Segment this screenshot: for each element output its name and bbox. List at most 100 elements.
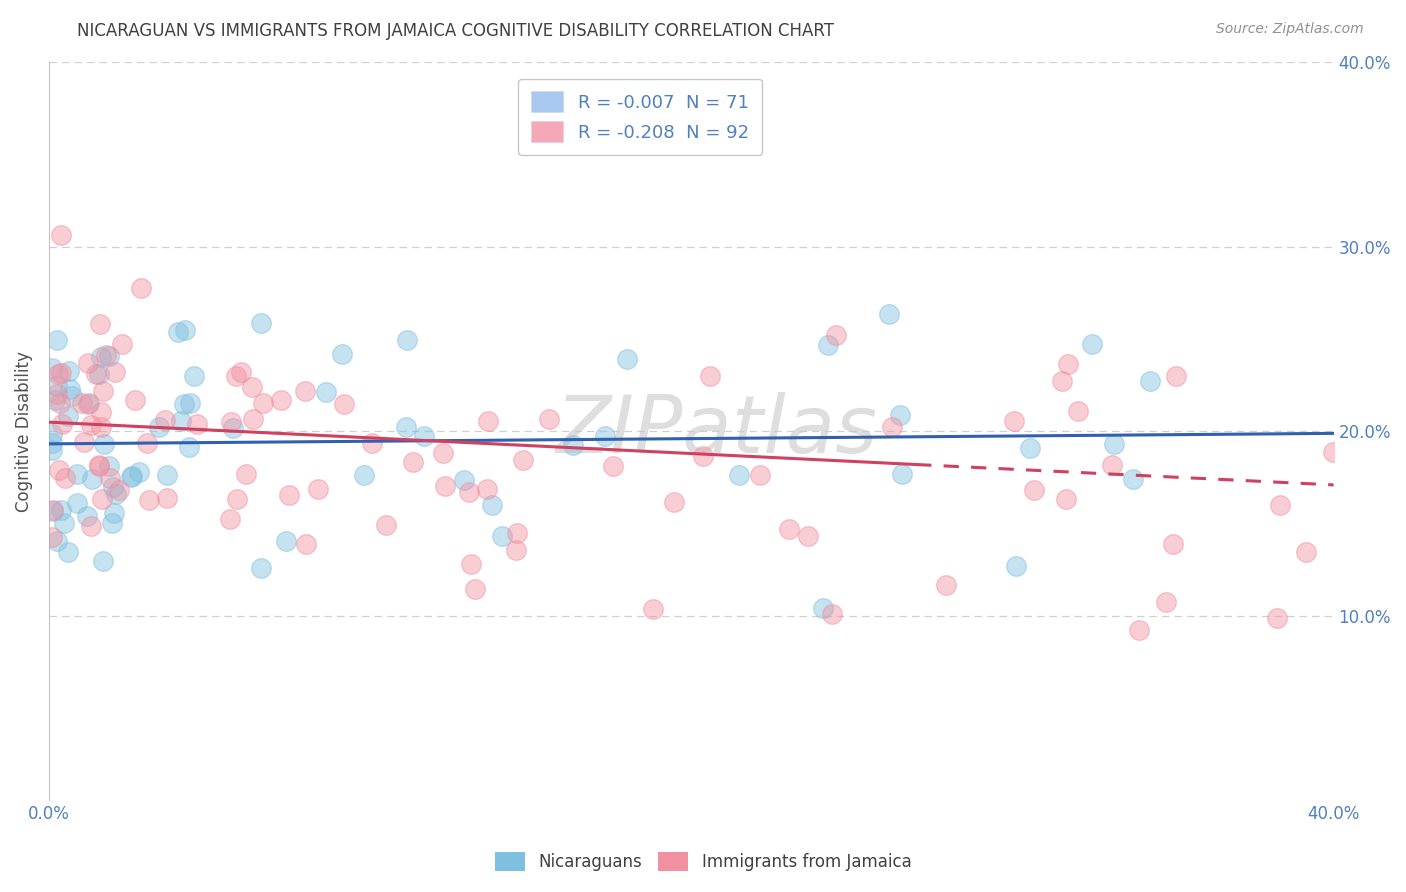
Point <box>396 333 419 347</box>
Point <box>179 396 201 410</box>
Point <box>1322 445 1344 459</box>
Text: ZIPatlas: ZIPatlas <box>555 392 879 470</box>
Point <box>778 522 800 536</box>
Point <box>353 467 375 482</box>
Point <box>1295 545 1317 559</box>
Point <box>375 517 398 532</box>
Point <box>413 429 436 443</box>
Point <box>333 397 356 411</box>
Point <box>98 471 121 485</box>
Point <box>104 486 127 500</box>
Point <box>46 367 69 381</box>
Point <box>136 435 159 450</box>
Point <box>51 366 73 380</box>
Point <box>97 458 120 473</box>
Point <box>434 479 457 493</box>
Point <box>66 496 89 510</box>
Point <box>80 519 103 533</box>
Point <box>97 350 120 364</box>
Point <box>294 384 316 398</box>
Point <box>402 455 425 469</box>
Point <box>811 600 834 615</box>
Point <box>1101 458 1123 472</box>
Point <box>1057 357 1080 371</box>
Point <box>93 437 115 451</box>
Point <box>80 417 103 432</box>
Point <box>880 420 903 434</box>
Point <box>218 512 240 526</box>
Point <box>173 397 195 411</box>
Point <box>295 537 318 551</box>
Point <box>103 506 125 520</box>
Point <box>48 463 70 477</box>
Point <box>41 361 63 376</box>
Point <box>505 526 527 541</box>
Point <box>90 350 112 364</box>
Point <box>46 378 69 392</box>
Point <box>1128 623 1150 637</box>
Point <box>72 396 94 410</box>
Point <box>1002 414 1025 428</box>
Point <box>77 397 100 411</box>
Point <box>1054 491 1077 506</box>
Point <box>890 467 912 482</box>
Point <box>100 516 122 530</box>
Point <box>225 368 247 383</box>
Point <box>41 530 63 544</box>
Point <box>889 409 911 423</box>
Point <box>42 503 65 517</box>
Point <box>53 470 76 484</box>
Point <box>226 492 249 507</box>
Point <box>56 545 79 559</box>
Point <box>315 385 337 400</box>
Point <box>641 601 664 615</box>
Point <box>49 228 72 243</box>
Point <box>90 492 112 507</box>
Point <box>222 421 245 435</box>
Point <box>45 333 67 347</box>
Point <box>59 382 82 396</box>
Point <box>235 467 257 481</box>
Legend: Nicaraguans, Immigrants from Jamaica: Nicaraguans, Immigrants from Jamaica <box>486 843 920 880</box>
Point <box>186 417 208 432</box>
Point <box>167 325 190 339</box>
Point <box>562 438 585 452</box>
Point <box>250 316 273 330</box>
Point <box>87 458 110 473</box>
Point <box>124 392 146 407</box>
Point <box>692 450 714 464</box>
Point <box>90 405 112 419</box>
Point <box>252 396 274 410</box>
Point <box>79 396 101 410</box>
Point <box>120 470 142 484</box>
Point <box>219 415 242 429</box>
Point <box>797 529 820 543</box>
Point <box>73 435 96 450</box>
Point <box>90 419 112 434</box>
Point <box>602 458 624 473</box>
Point <box>91 554 114 568</box>
Point <box>111 336 134 351</box>
Point <box>179 440 201 454</box>
Point <box>395 420 418 434</box>
Point <box>46 387 69 401</box>
Text: Source: ZipAtlas.com: Source: ZipAtlas.com <box>1216 22 1364 37</box>
Point <box>46 534 69 549</box>
Point <box>935 578 957 592</box>
Point <box>229 365 252 379</box>
Point <box>491 529 513 543</box>
Point <box>41 436 63 450</box>
Point <box>1166 369 1188 384</box>
Point <box>817 338 839 352</box>
Point <box>274 533 297 548</box>
Point <box>183 369 205 384</box>
Point <box>41 442 63 457</box>
Point <box>156 491 179 505</box>
Point <box>250 561 273 575</box>
Point <box>432 446 454 460</box>
Point <box>170 414 193 428</box>
Point <box>1104 437 1126 451</box>
Y-axis label: Cognitive Disability: Cognitive Disability <box>15 351 32 512</box>
Point <box>877 307 900 321</box>
Point <box>1268 498 1291 512</box>
